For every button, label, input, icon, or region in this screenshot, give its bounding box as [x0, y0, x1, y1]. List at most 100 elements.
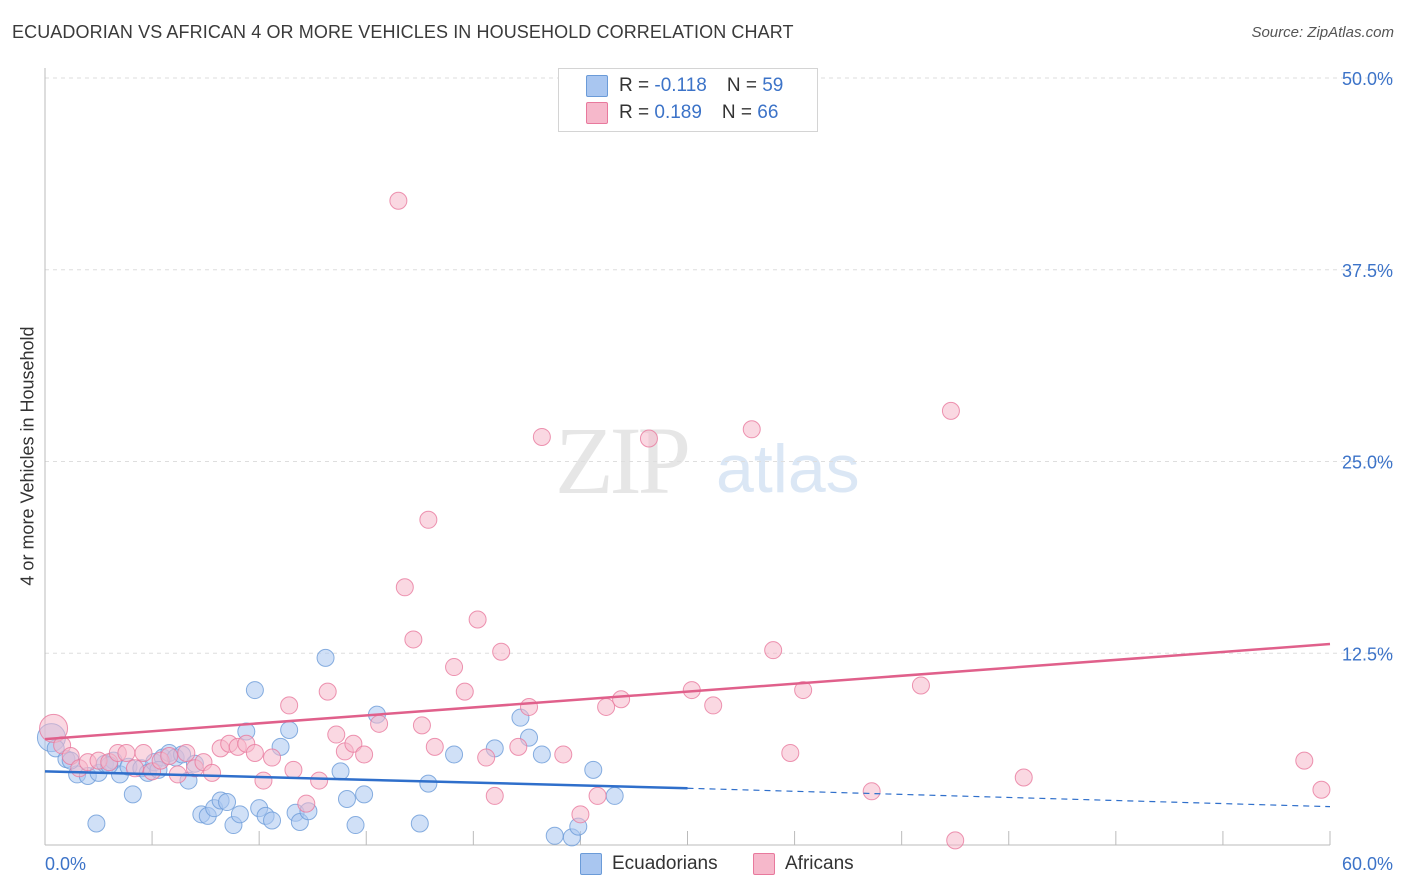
africans-point	[532, 427, 551, 446]
africans-point	[1312, 780, 1331, 799]
africans-point	[468, 610, 487, 629]
africans-point	[492, 642, 511, 661]
africans-point	[520, 697, 539, 716]
africans-point	[946, 831, 965, 850]
africans-point	[117, 743, 136, 762]
ecuadorians-point	[584, 760, 603, 779]
africans-trend-line	[44, 642, 1331, 741]
trend-layer	[44, 642, 1331, 808]
watermark-atlas: atlas	[716, 431, 860, 507]
ecuadorians-trend-line	[44, 770, 688, 790]
ecuadorians-point	[230, 805, 249, 824]
africans-point	[310, 771, 329, 790]
africans-point	[39, 713, 69, 743]
africans-point	[370, 714, 389, 733]
africans-point	[911, 676, 930, 695]
africans-point	[419, 510, 438, 529]
africans-point	[177, 743, 196, 762]
bottom-legend-label-africans: Africans	[785, 853, 854, 874]
africans-point	[160, 747, 179, 766]
africans-point	[344, 734, 363, 753]
chart-title: ECUADORIAN VS AFRICAN 4 OR MORE VEHICLES…	[12, 22, 794, 42]
legend-row-ecuadorians: R = -0.118 N = 59	[586, 73, 784, 99]
africans-point	[61, 747, 80, 766]
africans-point	[571, 805, 590, 824]
legend-n-value: 66	[757, 102, 779, 123]
x-tick-label: 0.0%	[45, 854, 86, 874]
africans-point	[862, 782, 881, 801]
legend-n-label: N =	[721, 102, 758, 123]
legend-n-label: N =	[726, 75, 763, 96]
legend-r-label: R =	[619, 75, 655, 96]
axis-layer	[44, 68, 1331, 846]
africans-point	[134, 743, 153, 762]
y-tick-label: 50.0%	[1342, 69, 1393, 89]
africans-point	[389, 191, 408, 210]
africans-point	[477, 748, 496, 767]
africans-point	[509, 737, 528, 756]
ecuadorians-point	[245, 681, 264, 700]
points-layer	[36, 191, 1331, 850]
ecuadorians-point	[532, 745, 551, 764]
x-tick-label: 60.0%	[1342, 854, 1393, 874]
correlation-legend: R = -0.118 N = 59 R = 0.189 N = 66	[558, 68, 818, 132]
bottom-legend-africans[interactable]: Africans	[753, 851, 854, 877]
ecuadorians-point	[331, 762, 350, 781]
ecuadorians-point	[355, 785, 374, 804]
grid-layer	[45, 77, 1395, 654]
ecuadorians-point	[263, 811, 282, 830]
y-tick-label: 25.0%	[1342, 453, 1393, 473]
africans-point	[263, 748, 282, 767]
africans-point	[1014, 768, 1033, 787]
africans-point	[588, 786, 607, 805]
africans-point	[704, 696, 723, 715]
africans-point	[742, 420, 761, 439]
africans-point	[355, 745, 374, 764]
africans-point	[764, 641, 783, 660]
bottom-legend-swatch-africans	[753, 853, 775, 875]
africans-point	[254, 771, 273, 790]
africans-point	[455, 682, 474, 701]
ecuadorians-point	[545, 826, 564, 845]
ecuadorians-point	[87, 814, 106, 833]
africans-point	[1295, 751, 1314, 770]
ecuadorians-point	[337, 789, 356, 808]
y-tick-label: 37.5%	[1342, 261, 1393, 281]
ecuadorians-point	[346, 816, 365, 835]
y-tick-label: 12.5%	[1342, 644, 1393, 664]
ecuadorians-point	[605, 786, 624, 805]
africans-point	[612, 690, 631, 709]
africans-point	[280, 696, 299, 715]
legend-swatch-ecuadorians	[586, 75, 608, 97]
legend-r-label: R =	[619, 102, 655, 123]
africans-point	[318, 682, 337, 701]
ecuadorians-point	[316, 648, 335, 667]
legend-r-value: -0.118	[654, 75, 707, 96]
legend-row-africans: R = 0.189 N = 66	[586, 100, 779, 126]
africans-point	[425, 737, 444, 756]
africans-point	[781, 743, 800, 762]
africans-point	[597, 697, 616, 716]
bottom-legend-ecuadorians[interactable]: Ecuadorians	[580, 851, 718, 877]
africans-point	[485, 786, 504, 805]
africans-point	[941, 401, 960, 420]
africans-point	[297, 794, 316, 813]
africans-point	[203, 763, 222, 782]
ecuadorians-trend-line-extrapolated	[687, 787, 1331, 808]
source-label: Source: ZipAtlas.com	[1251, 24, 1394, 41]
legend-n-value: 59	[762, 75, 784, 96]
ecuadorians-point	[218, 793, 237, 812]
africans-point	[284, 760, 303, 779]
africans-point	[404, 630, 423, 649]
legend-swatch-africans	[586, 102, 608, 124]
legend-r-value: 0.189	[654, 102, 702, 123]
watermark-zip: ZIP	[555, 407, 691, 514]
ecuadorians-point	[123, 785, 142, 804]
ecuadorians-point	[280, 720, 299, 739]
africans-point	[327, 725, 346, 744]
africans-point	[412, 716, 431, 735]
tick-label-layer: 12.5% 25.0% 37.5% 50.0% 0.0% 60.0%	[45, 69, 1393, 874]
africans-point	[395, 578, 414, 597]
africans-point	[639, 429, 658, 448]
